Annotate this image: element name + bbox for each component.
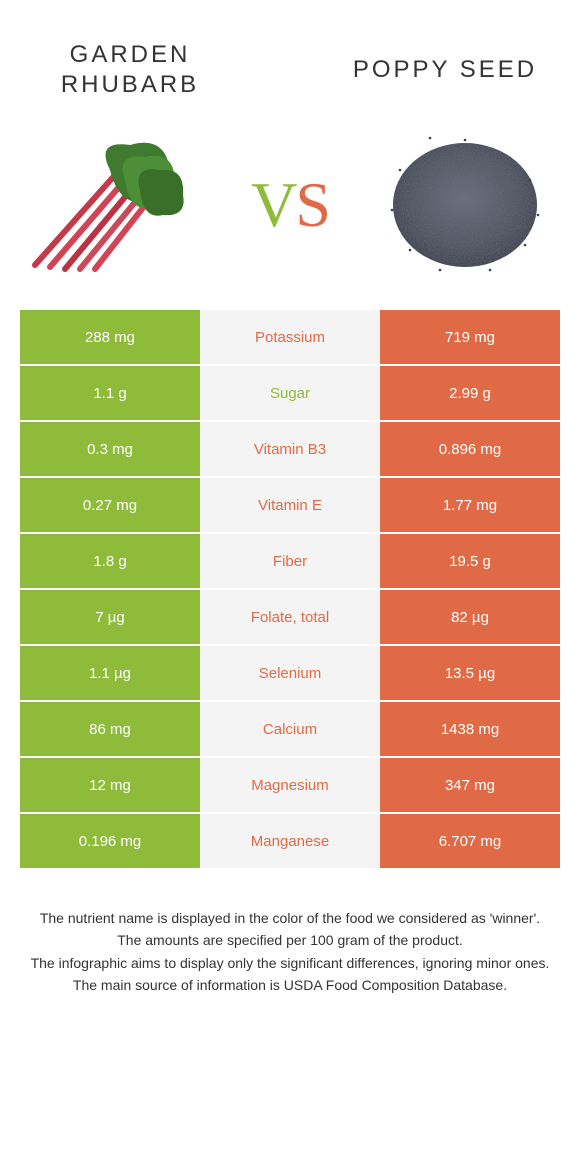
nutrient-label: Magnesium <box>200 758 380 812</box>
value-right: 719 mg <box>380 310 560 364</box>
value-right: 6.707 mg <box>380 814 560 868</box>
table-row: 1.8 gFiber19.5 g <box>20 534 560 588</box>
table-row: 86 mgCalcium1438 mg <box>20 702 560 756</box>
nutrient-label: Sugar <box>200 366 380 420</box>
value-left: 1.1 µg <box>20 646 200 700</box>
title-right: POPPY SEED <box>340 56 550 84</box>
nutrient-label: Calcium <box>200 702 380 756</box>
value-left: 1.8 g <box>20 534 200 588</box>
value-right: 13.5 µg <box>380 646 560 700</box>
images-row: VS <box>0 110 580 310</box>
nutrient-label: Vitamin E <box>200 478 380 532</box>
nutrient-label: Potassium <box>200 310 380 364</box>
footer-line-3: The infographic aims to display only the… <box>30 953 550 973</box>
value-right: 19.5 g <box>380 534 560 588</box>
footer-line-2: The amounts are specified per 100 gram o… <box>30 930 550 950</box>
value-right: 1.77 mg <box>380 478 560 532</box>
value-left: 12 mg <box>20 758 200 812</box>
table-row: 0.196 mgManganese6.707 mg <box>20 814 560 868</box>
value-left: 0.196 mg <box>20 814 200 868</box>
value-right: 82 µg <box>380 590 560 644</box>
table-row: 288 mgPotassium719 mg <box>20 310 560 364</box>
value-left: 0.3 mg <box>20 422 200 476</box>
title-left: GARDEN RHUBARB <box>30 40 230 100</box>
vs-v: V <box>251 169 295 240</box>
table-row: 12 mgMagnesium347 mg <box>20 758 560 812</box>
value-left: 288 mg <box>20 310 200 364</box>
table-row: 1.1 µgSelenium13.5 µg <box>20 646 560 700</box>
table-row: 7 µgFolate, total82 µg <box>20 590 560 644</box>
table-row: 0.3 mgVitamin B30.896 mg <box>20 422 560 476</box>
nutrient-label: Selenium <box>200 646 380 700</box>
nutrient-label: Vitamin B3 <box>200 422 380 476</box>
value-right: 347 mg <box>380 758 560 812</box>
value-left: 0.27 mg <box>20 478 200 532</box>
value-left: 1.1 g <box>20 366 200 420</box>
nutrient-label: Folate, total <box>200 590 380 644</box>
table-row: 1.1 gSugar2.99 g <box>20 366 560 420</box>
value-right: 2.99 g <box>380 366 560 420</box>
value-left: 7 µg <box>20 590 200 644</box>
value-left: 86 mg <box>20 702 200 756</box>
vs-s: S <box>295 169 329 240</box>
header: GARDEN RHUBARB POPPY SEED <box>0 0 580 110</box>
vs-label: VS <box>251 168 329 242</box>
value-right: 1438 mg <box>380 702 560 756</box>
nutrient-label: Manganese <box>200 814 380 868</box>
footer-line-4: The main source of information is USDA F… <box>30 975 550 995</box>
footer-notes: The nutrient name is displayed in the co… <box>30 908 550 995</box>
footer-line-1: The nutrient name is displayed in the co… <box>30 908 550 928</box>
value-right: 0.896 mg <box>380 422 560 476</box>
table-row: 0.27 mgVitamin E1.77 mg <box>20 478 560 532</box>
nutrient-label: Fiber <box>200 534 380 588</box>
rhubarb-image <box>20 130 210 280</box>
nutrient-table: 288 mgPotassium719 mg1.1 gSugar2.99 g0.3… <box>20 310 560 868</box>
poppy-seed-image <box>370 130 560 280</box>
